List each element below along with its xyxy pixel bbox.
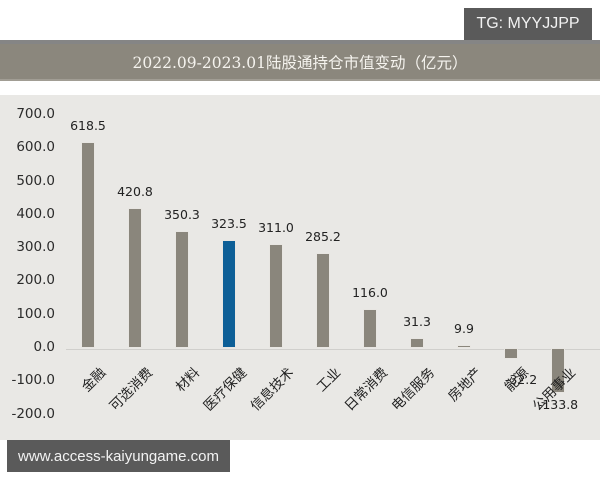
data-label: 323.5 [211, 216, 247, 232]
y-axis-tick: 600.0 [16, 139, 55, 156]
bar [81, 142, 95, 348]
y-axis-tick: -100.0 [11, 372, 55, 389]
watermark-top-badge: TG: MYYJJPP [464, 8, 592, 40]
data-label: 31.3 [403, 313, 431, 329]
chart-title: 2022.09-2023.01陆股通持仓市值变动（亿元） [0, 40, 600, 81]
data-label: 350.3 [164, 207, 200, 223]
bar [363, 309, 377, 348]
bar [457, 344, 471, 348]
bar [316, 253, 330, 348]
y-axis-tick: 0.0 [33, 339, 55, 355]
y-axis-tick: 200.0 [16, 272, 55, 289]
data-label: 618.5 [70, 118, 106, 134]
zero-baseline [66, 349, 600, 350]
y-axis-tick: 300.0 [16, 239, 55, 256]
y-axis-tick: 400.0 [16, 205, 55, 222]
bar [504, 348, 518, 359]
y-axis-tick: 700.0 [16, 106, 55, 122]
data-label: -133.8 [537, 396, 579, 412]
bar [551, 348, 565, 393]
y-axis-tick: -200.0 [11, 405, 55, 422]
bar [269, 244, 283, 348]
bar [128, 207, 142, 348]
watermark-bottom-badge: www.access-kaiyungame.com [7, 440, 230, 472]
bar [175, 231, 189, 348]
data-label: 420.8 [117, 183, 153, 199]
chart-panel [0, 95, 600, 440]
bar [222, 240, 236, 348]
data-label: 9.9 [454, 320, 474, 336]
data-label: -32.2 [504, 371, 538, 387]
data-label: 285.2 [305, 229, 341, 245]
y-axis-tick: 100.0 [16, 305, 55, 322]
bar [410, 337, 424, 348]
data-label: 116.0 [352, 285, 388, 301]
y-axis-tick: 500.0 [16, 172, 55, 189]
data-label: 311.0 [258, 220, 294, 236]
